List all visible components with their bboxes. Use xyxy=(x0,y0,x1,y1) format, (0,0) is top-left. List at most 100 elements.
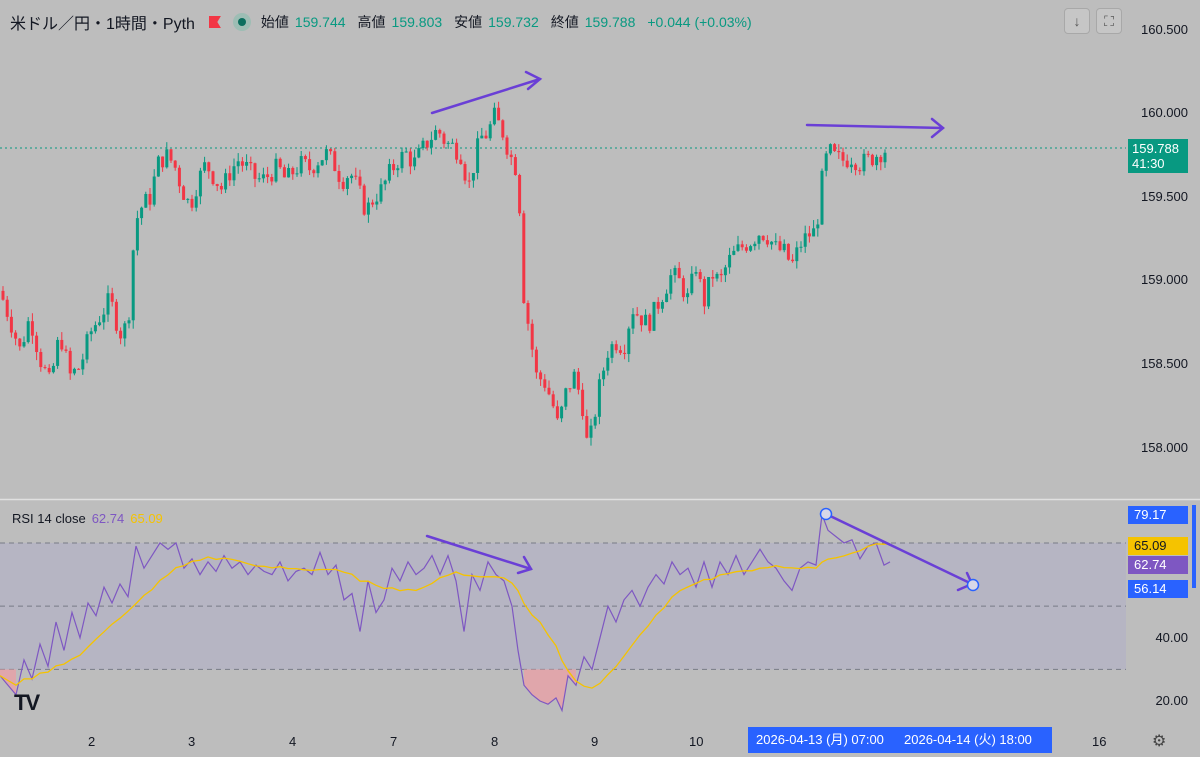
high-value: 159.803 xyxy=(391,14,443,30)
rsi-ma-value: 65.09 xyxy=(130,511,163,526)
candle-body xyxy=(93,325,97,332)
candle-body xyxy=(316,165,320,174)
rsi-axis-label: 40.00 xyxy=(1155,630,1188,645)
candle-body xyxy=(656,301,660,309)
candle-body xyxy=(497,107,501,121)
time-axis-label: 7 xyxy=(390,734,398,749)
candle-body xyxy=(47,367,51,373)
candle-body xyxy=(308,159,312,171)
candle-body xyxy=(467,180,471,182)
candle-body xyxy=(102,314,106,323)
market-status-icon[interactable] xyxy=(232,13,251,31)
trend-handle-end[interactable] xyxy=(966,578,980,592)
candle-body xyxy=(702,278,706,307)
candle-body xyxy=(39,352,43,368)
candle-body xyxy=(123,323,127,339)
candle-body xyxy=(169,149,173,161)
candle-body xyxy=(207,162,211,172)
candle-body xyxy=(576,371,580,390)
scroll-down-button[interactable]: ↓ xyxy=(1064,8,1090,34)
candle-body xyxy=(463,164,467,181)
trend-handle-start[interactable] xyxy=(819,507,833,521)
candle-body xyxy=(165,149,169,168)
candle-body xyxy=(761,235,765,241)
time-axis-label: 2 xyxy=(88,734,96,749)
trend-arrow-price-1-head[interactable] xyxy=(524,70,543,91)
tradingview-logo-icon[interactable]: TV xyxy=(14,690,40,715)
candle-body xyxy=(404,151,408,153)
candle-body xyxy=(572,371,576,389)
candle-body xyxy=(799,246,803,248)
candle-body xyxy=(303,156,307,160)
candle-body xyxy=(152,176,156,205)
annotation-drawings[interactable] xyxy=(425,70,974,592)
candle-body xyxy=(795,247,799,262)
candle-body xyxy=(177,167,181,187)
candle-body xyxy=(358,176,362,186)
time-axis-label: 16 xyxy=(1092,734,1107,749)
candle-body xyxy=(534,349,538,373)
candle-body xyxy=(236,161,240,167)
trend-arrow-rsi-1-head[interactable] xyxy=(516,555,533,575)
candle-body xyxy=(770,241,774,245)
candle-body xyxy=(421,140,425,149)
fullscreen-icon: ⛶ xyxy=(1104,12,1114,29)
gear-icon[interactable]: ⚙ xyxy=(1152,733,1167,750)
close-label: 終値 xyxy=(550,14,579,30)
open-value: 159.744 xyxy=(294,14,346,30)
high-label: 高値 xyxy=(357,14,386,30)
candle-body xyxy=(295,173,299,175)
trend-arrow-rsi-1[interactable] xyxy=(425,534,533,571)
candle-body xyxy=(849,164,853,168)
candle-body xyxy=(644,314,648,326)
candle-body xyxy=(345,178,349,189)
candle-body xyxy=(623,352,627,355)
candle-body xyxy=(18,338,22,347)
candle-body xyxy=(287,167,291,178)
rsi-legend[interactable]: RSI 14 close 62.74 65.09 xyxy=(12,511,163,526)
candle-body xyxy=(488,124,492,139)
candle-body xyxy=(614,344,618,351)
trend-arrow-price-2-head[interactable] xyxy=(930,117,945,139)
trend-arrow-price-2[interactable] xyxy=(805,123,945,130)
candle-body xyxy=(568,388,572,390)
candle-body xyxy=(51,365,55,373)
candle-body xyxy=(291,167,295,175)
candle-body xyxy=(841,152,845,161)
change-value: +0.044 (+0.03%) xyxy=(647,14,752,30)
candle-body xyxy=(35,335,39,353)
candle-body xyxy=(110,293,114,302)
trend-arrow-price-1[interactable] xyxy=(430,77,542,115)
candle-body xyxy=(26,321,30,343)
candle-body xyxy=(299,156,303,174)
candle-body xyxy=(186,198,190,200)
candle-body xyxy=(736,244,740,251)
candle-body xyxy=(765,240,769,245)
candle-body xyxy=(224,173,228,190)
symbol-title[interactable]: 米ドル／円・1時間・Pyth xyxy=(10,16,195,33)
trend-line-rsi-2[interactable] xyxy=(824,512,974,586)
price-axis-selection[interactable] xyxy=(1192,505,1196,588)
rsi-oversold-fill xyxy=(0,669,576,711)
candle-body xyxy=(564,388,568,407)
flag-icon[interactable] xyxy=(208,16,221,28)
candle-body xyxy=(408,151,412,167)
candle-body xyxy=(211,171,215,185)
candle-body xyxy=(30,321,34,336)
candle-body xyxy=(182,186,186,200)
candle-body xyxy=(782,243,786,251)
candle-body xyxy=(274,158,278,182)
candle-body xyxy=(278,158,282,168)
candle-body xyxy=(282,167,286,178)
candle-body xyxy=(854,164,858,171)
candle-body xyxy=(270,177,274,182)
time-axis-label: 4 xyxy=(289,734,297,749)
crosshair-time-end: 2026-04-14 (火) 18:00 xyxy=(896,727,1052,753)
fullscreen-button[interactable]: ⛶ xyxy=(1096,8,1122,34)
candle-body xyxy=(161,156,165,168)
candle-body xyxy=(660,302,664,309)
candle-body xyxy=(837,151,841,153)
candle-body xyxy=(232,166,236,181)
